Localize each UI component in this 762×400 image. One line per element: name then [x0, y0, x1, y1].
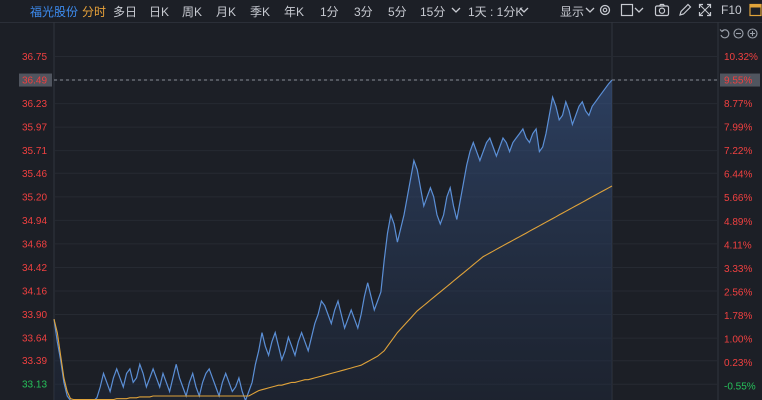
y-tick-label-right: 4.89% [724, 217, 752, 228]
tab-5min[interactable]: 5分 [388, 5, 407, 19]
y-tick-label-right: 1.00% [724, 334, 752, 345]
period-more-select[interactable]: 1天 : 1分K [468, 5, 524, 19]
y-tick-label-right: 5.66% [724, 193, 752, 204]
undo-icon[interactable] [719, 26, 730, 39]
tab-multi-day[interactable]: 多日 [113, 5, 138, 19]
tab-3min[interactable]: 3分 [354, 5, 373, 19]
f10-button[interactable]: F10 [721, 3, 742, 17]
y-tick-label-right: 7.22% [724, 146, 752, 157]
y-tick-label-left: 33.13 [22, 380, 47, 391]
chevron-down-icon[interactable] [519, 5, 529, 15]
pencil-icon[interactable] [678, 3, 692, 17]
y-tick-label-left: 35.71 [22, 146, 47, 157]
tab-1min[interactable]: 1分 [320, 5, 339, 19]
y-tick-label-left: 34.94 [22, 216, 47, 227]
y-tick-label-right: 7.99% [724, 123, 752, 134]
chevron-down-icon[interactable] [634, 5, 644, 15]
tab-daily-k[interactable]: 日K [149, 5, 170, 19]
y-tick-label-left: 34.68 [22, 239, 47, 250]
y-tick-label-left: 34.16 [22, 286, 47, 297]
y-tick-label-left: 36.49 [22, 76, 47, 87]
chart-corner-controls [719, 26, 758, 39]
y-axis-left: 36.75 36.49 36.23 35.97 35.71 35.46 35.20 34.94… [19, 52, 52, 391]
y-tick-label-left: 33.39 [22, 356, 47, 367]
current-price-label-bg [19, 73, 52, 87]
y-axis-right: 10.32% 9.55% 8.77% 7.99% 7.22% 6.44% 5.66% 4.89… [720, 52, 760, 393]
average-price-line [53, 185, 613, 400]
y-tick-label-right: 2.56% [724, 287, 752, 298]
y-tick-label-right: 3.33% [724, 264, 752, 275]
y-tick-label-left: 35.46 [22, 169, 47, 180]
gear-icon[interactable] [598, 3, 612, 17]
stock-name[interactable]: 福光股份 [30, 5, 79, 19]
price-lines [53, 79, 613, 400]
chevron-down-icon[interactable] [451, 5, 461, 15]
tab-monthly-k[interactable]: 月K [216, 5, 237, 19]
tab-yearly-k[interactable]: 年K [284, 5, 305, 19]
y-tick-label-left: 34.42 [22, 263, 47, 274]
y-tick-label-left: 33.90 [22, 310, 47, 321]
tab-intraday[interactable]: 分时 [82, 5, 107, 19]
y-tick-label-left: 36.23 [22, 99, 47, 110]
price-area [54, 80, 612, 400]
price-area-fill [54, 80, 612, 400]
camera-icon[interactable] [654, 3, 670, 17]
zoom-out-icon[interactable] [733, 26, 744, 39]
price-line [53, 79, 613, 400]
tab-weekly-k[interactable]: 周K [182, 5, 203, 19]
display-menu[interactable]: 显示 [560, 5, 585, 19]
y-tick-label-right: 1.78% [724, 311, 752, 322]
y-tick-label-right: 4.11% [724, 240, 752, 251]
y-tick-label-left: 35.97 [22, 123, 47, 134]
chevron-down-icon[interactable] [585, 5, 595, 15]
y-tick-label-right: 10.32% [724, 52, 758, 63]
zoom-in-icon[interactable] [747, 26, 758, 39]
y-tick-label-right: -0.55% [724, 382, 756, 393]
y-tick-label-right: 0.23% [724, 358, 752, 369]
tab-15min[interactable]: 15分 [420, 5, 446, 19]
chart-toolbar: 福光股份 分时 多日 日K 周K 月K 季K 年K 1分 3分 5分 15分 1… [0, 0, 762, 22]
y-tick-label-left: 33.64 [22, 334, 47, 345]
toolbar-divider [0, 22, 762, 23]
current-pct-label-bg [720, 73, 760, 87]
window-icon[interactable] [749, 3, 762, 17]
y-tick-label-left: 35.20 [22, 192, 47, 203]
square-icon[interactable] [620, 3, 634, 17]
tab-quarterly-k[interactable]: 季K [250, 5, 271, 19]
y-tick-label-right: 9.55% [724, 76, 752, 87]
expand-icon[interactable] [698, 3, 712, 17]
y-tick-label-left: 36.75 [22, 52, 47, 63]
y-tick-label-right: 6.44% [724, 170, 752, 181]
y-tick-label-right: 8.77% [724, 99, 752, 110]
